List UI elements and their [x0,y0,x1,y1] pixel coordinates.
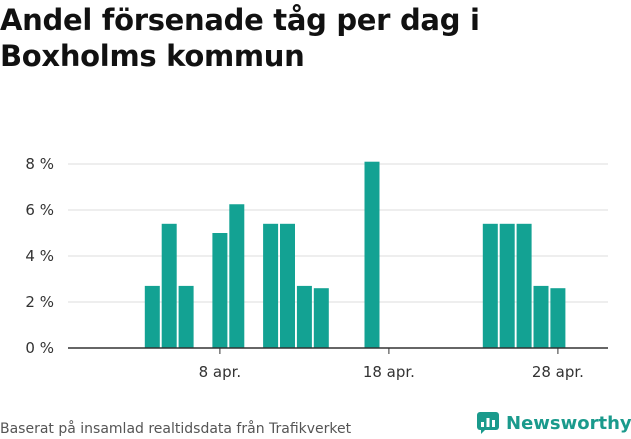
bars [144,161,566,348]
chart-title: Andel försenade tåg per dag i Boxholms k… [0,3,480,73]
bar[interactable] [178,285,194,348]
bar[interactable] [482,223,498,348]
y-tick-label: 8 % [25,155,54,173]
bar[interactable] [212,233,228,348]
bar[interactable] [499,223,515,348]
y-tick-label: 6 % [25,201,54,219]
bar[interactable] [364,161,380,348]
bar[interactable] [161,223,177,348]
y-tick-label: 0 % [25,339,54,357]
bar[interactable] [313,288,329,348]
bar[interactable] [516,223,532,348]
source-footer: Baserat på insamlad realtidsdata från Tr… [0,421,352,437]
bar[interactable] [296,285,312,348]
y-tick-label: 4 % [25,247,54,265]
bar[interactable] [144,285,160,348]
axes: 0 % 2 % 4 % 6 % 8 % 8 apr. 18 apr. 28 apr. [25,155,608,381]
bar[interactable] [229,204,245,348]
y-tick-label: 2 % [25,293,54,311]
bar[interactable] [550,288,566,348]
bar[interactable] [280,223,295,348]
bar[interactable] [263,223,279,348]
brand-logo[interactable]: Newsworthy [476,409,631,437]
bar[interactable] [533,285,549,348]
x-tick-label: 18 apr. [363,363,415,381]
bar-chart: 0 % 2 % 4 % 6 % 8 % 8 apr. 18 apr. 28 apr. [25,155,608,381]
brand-name: Newsworthy [506,412,631,434]
x-tick-label: 28 apr. [532,363,584,381]
x-tick-label: 8 apr. [199,363,242,381]
newsworthy-logo-icon [477,412,499,434]
